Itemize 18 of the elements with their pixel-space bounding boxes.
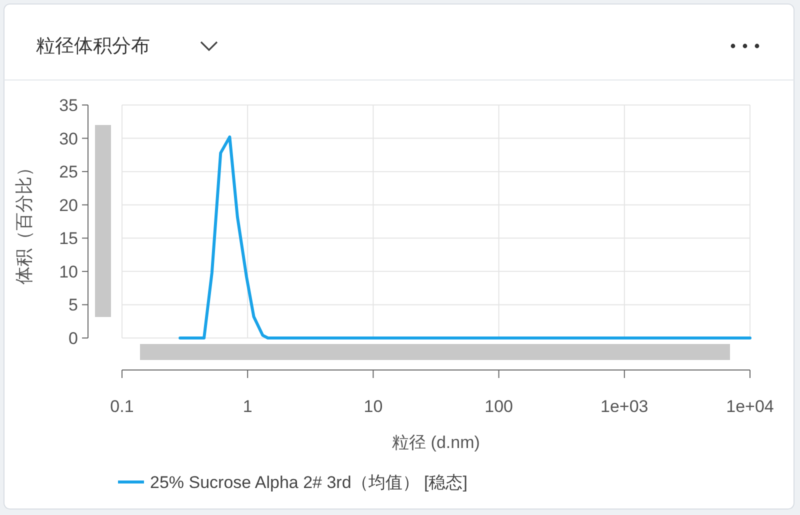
x-tick-label: 100 — [484, 397, 513, 416]
y-tick-label: 25 — [59, 162, 78, 182]
chart-title: 粒径体积分布 — [36, 36, 150, 57]
y-tick-label: 35 — [59, 96, 78, 115]
y-tick-label: 5 — [68, 296, 78, 315]
y-tick-label: 15 — [59, 229, 78, 248]
y-tick-label: 20 — [59, 196, 78, 215]
x-tick-label: 1e+03 — [600, 397, 648, 416]
y-tick-label: 10 — [59, 262, 78, 282]
x-axis-title: 粒径 (d.nm) — [392, 433, 480, 452]
y-tick-label: 0 — [68, 329, 78, 348]
y-tick-label: 30 — [59, 129, 78, 148]
x-tick-label: 1e+04 — [726, 397, 774, 416]
legend-label: 25% Sucrose Alpha 2# 3rd（均值） [稳态] — [150, 473, 468, 492]
y-axis-title: 体积（百分比） — [14, 158, 34, 284]
x-tick-label: 10 — [364, 397, 383, 416]
x-tick-label: 0.1 — [110, 397, 134, 416]
x-tick-label: 1 — [242, 397, 252, 416]
